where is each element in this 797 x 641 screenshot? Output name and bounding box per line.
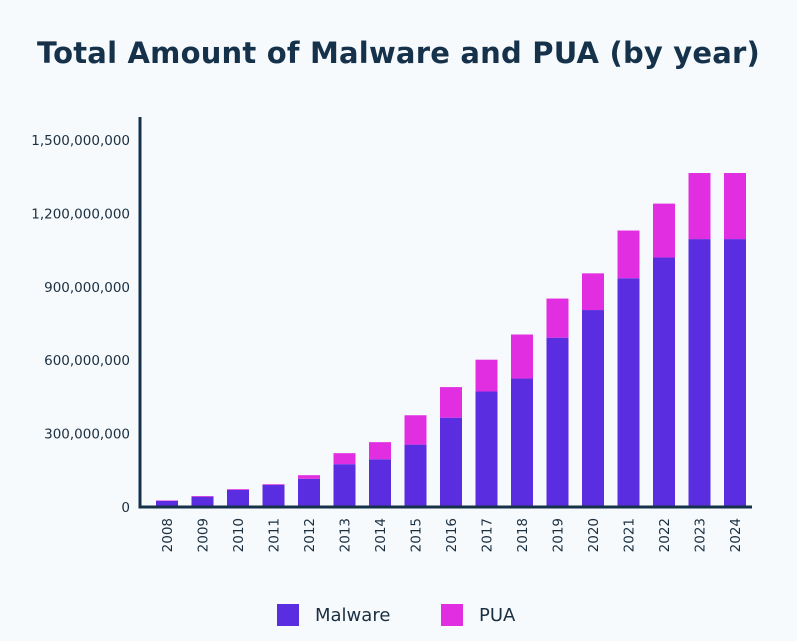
chart-legend: Malware PUA xyxy=(0,600,797,630)
bar-malware-2019 xyxy=(546,337,569,507)
legend-swatch-pua xyxy=(441,604,463,626)
bar-pua-2019 xyxy=(546,298,569,338)
legend-label-pua: PUA xyxy=(479,604,516,626)
x-tick-label-2021: 2021 xyxy=(622,518,638,552)
x-tick-label-2011: 2011 xyxy=(267,518,283,552)
bar-malware-2011 xyxy=(262,484,285,507)
bar-pua-2013 xyxy=(333,453,356,465)
x-tick-label-2012: 2012 xyxy=(302,518,318,552)
x-tick-label-2014: 2014 xyxy=(373,518,389,552)
x-tick-label-2018: 2018 xyxy=(515,518,531,552)
bar-pua-2022 xyxy=(653,203,675,258)
bar-malware-2016 xyxy=(440,417,462,507)
bar-malware-2008 xyxy=(156,500,178,507)
legend-label-malware: Malware xyxy=(315,604,391,626)
bar-pua-2016 xyxy=(440,387,462,418)
chart-title: Total Amount of Malware and PUA (by year… xyxy=(36,36,761,70)
bar-pua-2009 xyxy=(191,495,214,497)
x-tick-label-2015: 2015 xyxy=(409,518,425,552)
bar-malware-2021 xyxy=(617,278,640,507)
y-tick-label-0: 0 xyxy=(121,500,130,516)
bar-pua-2020 xyxy=(582,273,604,311)
bar-malware-2015 xyxy=(404,444,427,507)
y-tick-label-3: 900,000,000 xyxy=(44,280,130,296)
x-tick-label-2016: 2016 xyxy=(444,518,460,552)
bar-pua-2017 xyxy=(475,359,498,392)
y-tick-label-5: 1,500,000,000 xyxy=(31,133,130,149)
x-tick-label-2022: 2022 xyxy=(657,518,673,552)
bar-malware-2017 xyxy=(475,391,498,507)
x-tick-label-2009: 2009 xyxy=(196,518,212,552)
y-tick-label-2: 600,000,000 xyxy=(44,353,130,369)
bar-pua-2023 xyxy=(688,173,711,240)
x-tick-label-2013: 2013 xyxy=(338,518,354,552)
x-tick-label-2010: 2010 xyxy=(231,518,247,552)
bar-malware-2013 xyxy=(333,464,356,507)
bar-malware-2022 xyxy=(653,257,675,507)
legend-item-malware: Malware xyxy=(277,600,390,630)
bar-pua-2021 xyxy=(617,230,640,279)
bar-malware-2018 xyxy=(511,378,533,507)
bar-pua-2011 xyxy=(262,484,285,485)
bar-malware-2009 xyxy=(191,496,214,507)
bar-malware-2012 xyxy=(298,478,320,507)
bar-pua-2018 xyxy=(511,334,533,379)
x-tick-label-2008: 2008 xyxy=(160,518,176,552)
bar-pua-2010 xyxy=(227,489,249,490)
bar-pua-2014 xyxy=(369,442,391,460)
bar-pua-2012 xyxy=(298,475,320,479)
x-tick-label-2020: 2020 xyxy=(586,518,602,552)
bar-malware-2020 xyxy=(582,310,604,507)
y-tick-label-4: 1,200,000,000 xyxy=(31,206,130,222)
bar-pua-2024 xyxy=(724,173,746,240)
bar-malware-2014 xyxy=(369,459,391,507)
x-tick-label-2017: 2017 xyxy=(480,518,496,552)
bar-malware-2024 xyxy=(724,239,746,507)
x-tick-label-2024: 2024 xyxy=(728,518,744,552)
legend-item-pua: PUA xyxy=(441,600,515,630)
x-tick-label-2019: 2019 xyxy=(551,518,567,552)
x-tick-label-2023: 2023 xyxy=(693,518,709,552)
legend-swatch-malware xyxy=(277,604,299,626)
y-tick-label-1: 300,000,000 xyxy=(44,427,130,443)
bar-malware-2010 xyxy=(227,489,249,507)
bar-pua-2015 xyxy=(404,415,427,445)
bar-malware-2023 xyxy=(688,239,711,507)
